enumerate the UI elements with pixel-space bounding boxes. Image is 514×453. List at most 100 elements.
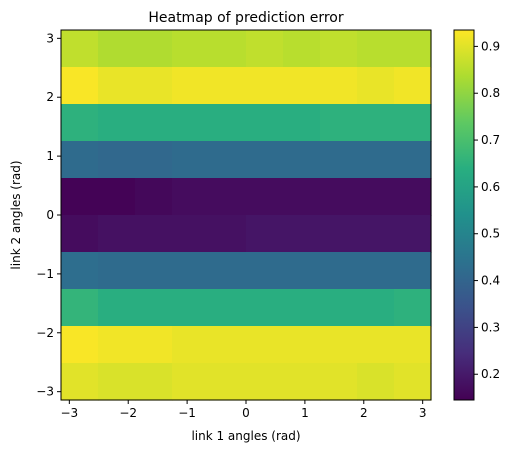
y-axis: −3 −2 −1 0 1 2 3 [36,31,61,399]
y-tick-label: −1 [36,267,54,281]
colorbar [453,29,475,401]
x-tick-label: 1 [301,406,309,420]
heatmap-cell [61,215,99,253]
heatmap-cell [394,141,432,179]
heatmap-cell [209,215,247,253]
heatmap-cell [246,289,284,327]
heatmap-cell [135,178,173,216]
heatmap-cell [98,67,136,105]
heatmap-cell [209,252,247,290]
heatmap-cell [283,104,321,142]
heatmap-cell [320,289,358,327]
heatmap-cell [135,30,173,68]
heatmap-cell [394,326,432,364]
heatmap-cell [246,104,284,142]
heatmap-cell [357,30,395,68]
heatmap-cell [320,141,358,179]
colorbar-tick-label: 0.8 [481,86,500,100]
heatmap-cell [61,252,99,290]
colorbar-tick-label: 0.9 [481,39,500,53]
heatmap-cell [283,178,321,216]
heatmap-cell [320,326,358,364]
heatmap-cell [283,289,321,327]
x-axis-label: link 1 angles (rad) [191,429,300,443]
heatmap-cell [135,141,173,179]
x-tick-label: 3 [419,406,427,420]
colorbar-tick-label: 0.6 [481,180,500,194]
heatmap-cell [246,30,284,68]
x-tick-label: 0 [242,406,250,420]
heatmap-cell [209,67,247,105]
colorbar-tick-label: 0.4 [481,274,500,288]
heatmap-cell [246,178,284,216]
y-tick-label: −2 [36,326,54,340]
heatmap-cell [172,252,210,290]
heatmap-cell [357,252,395,290]
heatmap-cell [283,30,321,68]
heatmap-cell [172,363,210,401]
heatmap-cell [394,178,432,216]
heatmap-cell [98,215,136,253]
heatmap-cell [246,363,284,401]
heatmap-cell [394,67,432,105]
heatmap-cell [209,363,247,401]
heatmap-cell [394,289,432,327]
heatmap-cell [135,215,173,253]
colorbar-axis: 0.2 0.3 0.4 0.5 0.6 0.7 0.8 0.9 [474,39,500,381]
heatmap-cell [209,30,247,68]
heatmap-cell [357,289,395,327]
heatmap-cell [320,30,358,68]
y-tick-label: −3 [36,385,54,399]
heatmap-cell [357,104,395,142]
y-tick-label: 1 [46,149,54,163]
heatmap-cell [98,104,136,142]
heatmap-cell [283,215,321,253]
heatmap-cell [172,30,210,68]
heatmap-cell [394,252,432,290]
heatmap-cell [320,104,358,142]
heatmap-cell [172,215,210,253]
heatmap-cell [209,289,247,327]
heatmap-cell [283,363,321,401]
heatmap-cell [246,141,284,179]
heatmap-cell [98,326,136,364]
heatmap-cell [98,289,136,327]
heatmap-cell [209,104,247,142]
heatmap-cell [283,67,321,105]
heatmap-cell [61,363,99,401]
heatmap-cell [246,252,284,290]
heatmap-cell [135,326,173,364]
heatmap-cell [98,363,136,401]
heatmap-cell [61,30,99,68]
heatmap-cell [357,178,395,216]
heatmap-cell [209,141,247,179]
heatmap-cell [357,326,395,364]
heatmap-cell [61,178,99,216]
heatmap-cell [246,326,284,364]
heatmap-cell [246,215,284,253]
y-tick-label: 3 [46,31,54,45]
heatmap-cell [357,215,395,253]
heatmap-cell [357,67,395,105]
y-tick-label: 2 [46,90,54,104]
heatmap-cell [320,67,358,105]
x-axis: −3 −2 −1 0 1 2 3 [60,400,426,420]
heatmap-cell [98,30,136,68]
heatmap-cell [98,141,136,179]
heatmap-cell [135,363,173,401]
y-tick-label: 0 [46,208,54,222]
colorbar-tick-label: 0.3 [481,320,500,334]
heatmap-cell [135,67,173,105]
heatmap-cell [283,141,321,179]
heatmap-cell [209,326,247,364]
heatmap-cell [172,326,210,364]
chart-title: Heatmap of prediction error [148,10,344,26]
heatmap-cell [172,178,210,216]
x-tick-label: −2 [119,406,137,420]
heatmap-cell [61,326,99,364]
heatmap-cell [320,178,358,216]
heatmap-cell [135,104,173,142]
heatmap-cell [394,104,432,142]
heatmap-cell [98,252,136,290]
